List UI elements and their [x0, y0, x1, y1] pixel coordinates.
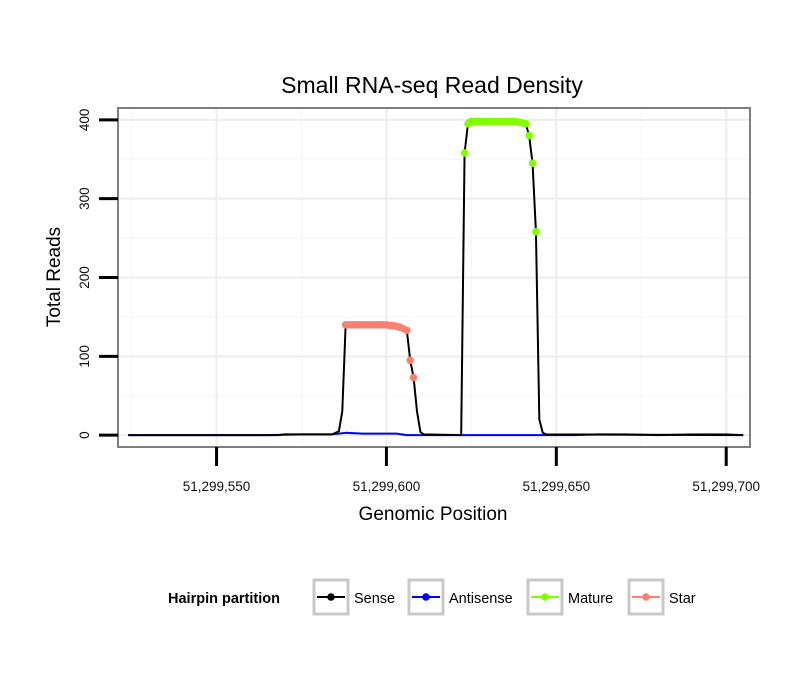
legend-label: Star: [669, 591, 696, 607]
legend-title: Hairpin partition: [168, 591, 280, 607]
legend: Hairpin partition Sense Antisense Mature St…: [168, 578, 696, 616]
series-layer: [128, 117, 744, 437]
legend-entry-mature: Mature: [526, 578, 613, 616]
x-tick-label: 51,299,550: [183, 479, 251, 494]
mature-point: [532, 227, 540, 236]
legend-key-point: [642, 593, 650, 601]
mature-points: [460, 117, 540, 236]
y-tick-label: 0: [77, 431, 92, 439]
legend-entry-antisense: Antisense: [407, 578, 513, 616]
star-point: [403, 326, 411, 335]
legend-key-point: [422, 593, 430, 601]
y-tick-label: 200: [77, 266, 92, 289]
legend-entry-star: Star: [627, 578, 696, 616]
legend-key-point: [327, 593, 335, 601]
legend-label: Antisense: [449, 591, 513, 607]
legend-label: Mature: [568, 591, 613, 607]
x-tick-label: 51,299,600: [353, 479, 421, 494]
legend-key-point: [541, 593, 549, 601]
sense-line: [128, 120, 744, 437]
x-tick-label: 51,299,700: [692, 479, 760, 494]
star-point: [406, 356, 415, 365]
mature-point: [528, 159, 537, 167]
legend-label: Sense: [354, 591, 395, 607]
star-points: [341, 321, 418, 382]
y-tick-label: 100: [77, 345, 92, 368]
mature-point: [460, 149, 469, 157]
axes: 0 100 200 300 400 51,299,550 51,299,600 51,299,…: [77, 109, 760, 494]
y-tick-label: 300: [77, 187, 92, 210]
chart-title: Small RNA-seq Read Density: [281, 72, 583, 98]
y-tick-label: 400: [77, 109, 92, 132]
mature-point: [525, 131, 533, 140]
x-tick-label: 51,299,650: [523, 479, 591, 494]
star-point: [409, 373, 418, 382]
x-axis-title: Genomic Position: [359, 504, 508, 525]
y-axis-title: Total Reads: [44, 227, 65, 327]
grid-lines: [118, 108, 750, 447]
legend-entry-sense: Sense: [312, 578, 395, 616]
mature-point: [521, 119, 530, 128]
